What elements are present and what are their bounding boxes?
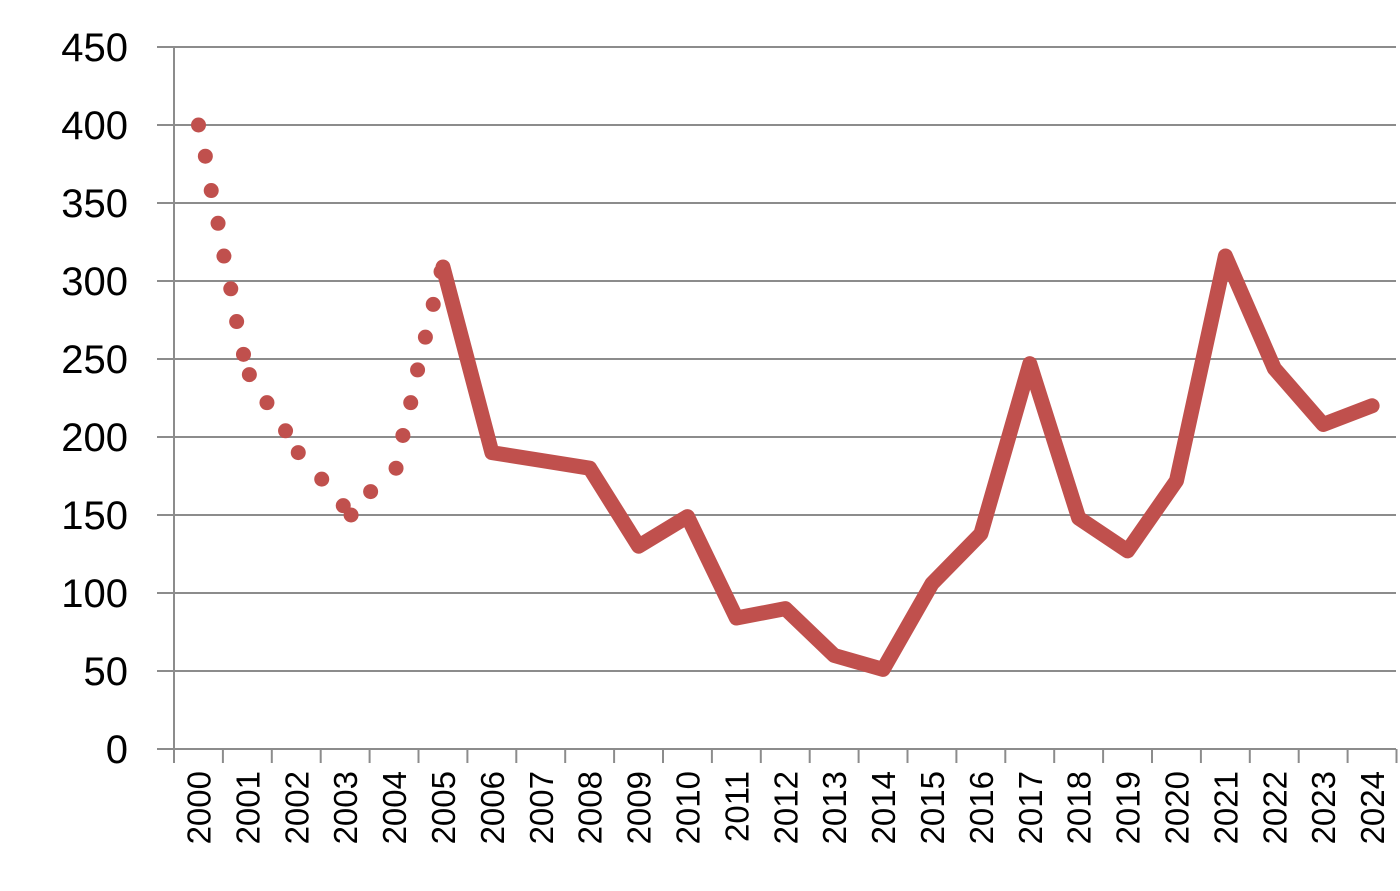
data-point bbox=[241, 367, 257, 383]
y-tick-label: 400 bbox=[61, 104, 128, 148]
x-tick-label: 2023 bbox=[1305, 771, 1342, 844]
data-point bbox=[259, 395, 275, 411]
data-point bbox=[278, 423, 294, 439]
series bbox=[191, 117, 1380, 677]
data-point bbox=[314, 471, 330, 487]
x-tick-label: 2002 bbox=[278, 771, 315, 844]
x-tick-label: 2001 bbox=[229, 771, 266, 844]
y-tick-label: 300 bbox=[61, 260, 128, 304]
x-tick-label: 2014 bbox=[865, 771, 902, 844]
data-point bbox=[388, 460, 404, 476]
data-point bbox=[425, 296, 441, 312]
x-tick-label: 2010 bbox=[670, 771, 707, 844]
x-tick-label: 2016 bbox=[963, 771, 1000, 844]
data-point bbox=[210, 215, 226, 231]
data-point bbox=[343, 507, 359, 523]
y-tick-label: 0 bbox=[106, 728, 128, 772]
data-point bbox=[363, 484, 379, 500]
data-point bbox=[235, 346, 251, 362]
data-point bbox=[216, 248, 232, 264]
axes bbox=[157, 46, 1398, 763]
x-tick-label: 2015 bbox=[914, 771, 951, 844]
y-tick-label: 150 bbox=[61, 494, 128, 538]
x-tick-label: 2006 bbox=[474, 771, 511, 844]
x-tick-label: 2009 bbox=[621, 771, 658, 844]
data-point bbox=[197, 148, 213, 164]
x-tick-label: 2019 bbox=[1110, 771, 1147, 844]
data-point bbox=[290, 445, 306, 461]
x-tick-label: 2020 bbox=[1159, 771, 1196, 844]
x-tick-label: 2008 bbox=[572, 771, 609, 844]
x-tick-label: 2011 bbox=[718, 771, 755, 842]
x-tick-label: 2003 bbox=[327, 771, 364, 844]
x-tick-label: 2012 bbox=[767, 771, 804, 844]
series-line bbox=[435, 248, 1380, 677]
data-point bbox=[223, 281, 239, 297]
data-point bbox=[203, 183, 219, 199]
x-tick-label: 2021 bbox=[1207, 771, 1244, 844]
data-point bbox=[417, 329, 433, 345]
x-tick-label: 2013 bbox=[816, 771, 853, 844]
data-point bbox=[229, 314, 245, 330]
y-tick-label: 350 bbox=[61, 182, 128, 226]
y-tick-label: 450 bbox=[61, 26, 128, 70]
gridlines bbox=[174, 46, 1396, 672]
data-point bbox=[410, 362, 426, 378]
y-tick-label: 200 bbox=[61, 416, 128, 460]
data-point bbox=[191, 117, 206, 133]
y-axis-tick-labels: 0 50 100 150 200 250 300 350 400 450 bbox=[61, 26, 128, 772]
x-tick-label: 2004 bbox=[376, 771, 413, 844]
x-tick-label: 2007 bbox=[523, 771, 560, 844]
data-point bbox=[403, 395, 419, 411]
x-tick-label: 2024 bbox=[1354, 771, 1391, 844]
x-axis-tick-labels: 2000 2001 2002 2003 2004 2005 2006 2007 2008 2009… bbox=[181, 771, 1392, 844]
x-tick-label: 2000 bbox=[181, 771, 218, 844]
x-tick-label: 2022 bbox=[1256, 771, 1293, 844]
data-point bbox=[395, 427, 411, 443]
x-tick-label: 2017 bbox=[1012, 771, 1049, 844]
y-tick-label: 50 bbox=[84, 650, 129, 694]
y-tick-label: 250 bbox=[61, 338, 128, 382]
x-tick-label: 2005 bbox=[425, 771, 462, 844]
y-tick-label: 100 bbox=[61, 572, 128, 616]
x-tick-label: 2018 bbox=[1061, 771, 1098, 844]
